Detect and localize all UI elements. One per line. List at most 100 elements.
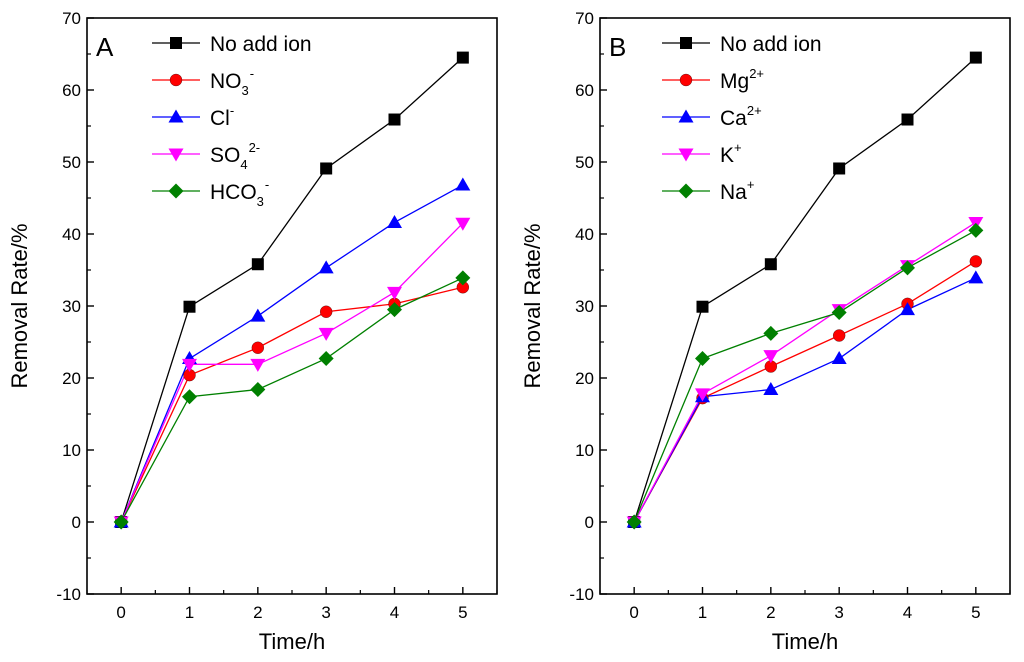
series-line-1 [120,286,463,523]
y-tick-label: 40 [62,225,81,244]
legend-marker [168,148,184,162]
legend-label: Na+ [720,177,754,204]
data-point-0-2 [251,258,264,271]
y-tick-label: 20 [62,369,81,388]
x-tick-label: 3 [321,603,330,622]
y-tick-label: 10 [62,441,81,460]
data-point-0-4 [901,113,914,126]
y-tick-label: 60 [575,81,594,100]
data-point-2-3 [831,351,847,365]
legend-marker [168,109,184,123]
x-tick-label: 2 [766,603,775,622]
x-tick-label: 2 [253,603,262,622]
data-point-4-3 [831,304,847,320]
data-point-4-0 [113,514,129,530]
series-line-2 [633,277,977,523]
data-point-1-3 [833,329,846,342]
legend-label: Ca2+ [720,103,762,130]
x-tick-label: 3 [834,603,843,622]
plot-frame [86,17,498,595]
data-point-4-4 [387,302,402,318]
y-tick-label: 10 [575,441,594,460]
x-tick-label: 4 [903,603,912,622]
legend-label: SO42- [210,140,260,172]
legend-label: Mg2+ [720,66,764,93]
legend-marker [680,37,692,49]
series-line-3 [633,221,977,523]
data-point-2-2 [250,308,266,322]
data-point-4-2 [250,382,266,398]
data-point-3-5 [455,217,471,231]
data-point-4-5 [968,222,984,238]
series-line-4 [120,277,464,523]
data-point-2-3 [318,260,334,274]
data-point-2-2 [763,382,779,396]
y-tick-label: 50 [575,153,594,172]
data-point-2-4 [900,302,915,316]
data-point-4-4 [900,260,915,276]
y-tick-label: 50 [62,153,81,172]
legend-label: K+ [720,140,742,167]
data-point-4-1 [695,351,710,367]
y-axis-title: Removal Rate/% [520,223,545,388]
data-point-2-5 [455,177,471,191]
y-tick-label: 70 [62,9,81,28]
y-tick-label: 70 [575,9,594,28]
y-tick-label: 30 [62,297,81,316]
legend-marker [168,183,184,199]
x-tick-label: 0 [116,603,125,622]
data-point-3-1 [182,358,197,372]
data-point-4-5 [455,270,471,286]
x-axis-title: Time/h [772,629,838,654]
data-point-0-3 [833,162,846,175]
x-tick-label: 1 [185,603,194,622]
data-point-0-1 [696,300,709,313]
series-line-0 [633,57,977,523]
data-point-0-1 [183,300,196,313]
data-point-1-5 [969,255,982,268]
data-point-0-2 [764,258,777,271]
data-point-4-3 [318,351,334,367]
data-point-3-2 [763,350,779,364]
series-line-0 [120,57,464,523]
legend-label: NO3- [210,66,254,98]
y-tick-label: 20 [575,369,594,388]
legend-label: No add ion [210,33,312,56]
legend-marker [678,148,694,162]
y-tick-label: 60 [62,81,81,100]
data-point-3-4 [387,286,402,300]
data-point-4-1 [182,389,197,405]
y-tick-label: -10 [569,585,594,604]
chart-panel-a: -10 0 10 20 30 40 50 60 70 0 1 2 3 4 5 Time/h Removal Ra… [7,9,498,654]
data-point-1-2 [251,341,264,354]
series-line-4 [633,229,977,523]
x-tick-label: 0 [629,603,638,622]
x-tick-label: 1 [698,603,707,622]
x-axis-title: Time/h [259,629,325,654]
plot-frame [599,17,1011,595]
data-point-4-0 [626,514,642,530]
legend-marker [170,37,182,49]
y-tick-label: 0 [72,513,81,532]
y-tick-label: 0 [585,513,594,532]
y-tick-label: -10 [56,585,81,604]
y-tick-label: 40 [575,225,594,244]
y-axis-title: Removal Rate/% [7,223,32,388]
y-tick-label: 30 [575,297,594,316]
chart-panel-b: -10 0 10 20 30 40 50 60 70 0 1 2 3 4 5 Time/h Removal Ra… [520,9,1011,654]
data-point-0-5 [456,51,469,64]
series-line-3 [120,222,464,523]
x-tick-label: 4 [390,603,399,622]
series-line-1 [633,260,977,523]
panel-letter: A [96,32,114,62]
legend-label: No add ion [720,33,822,56]
legend-marker [679,73,693,87]
x-tick-label: 5 [458,603,467,622]
legend-marker [169,73,183,87]
data-point-0-4 [388,113,401,126]
legend-marker [678,109,694,123]
data-point-1-3 [320,305,333,318]
data-point-2-5 [968,270,984,284]
data-point-3-1 [695,388,710,402]
legend-label: HCO3- [210,177,269,209]
